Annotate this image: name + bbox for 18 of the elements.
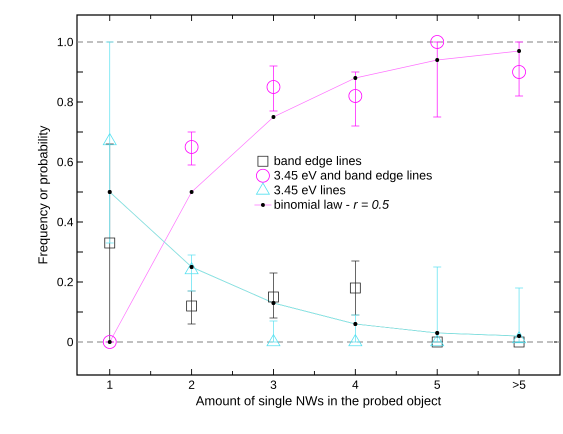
- legend-label: 3.45 eV and band edge lines: [274, 170, 432, 182]
- y-tick-label: 0: [67, 338, 74, 346]
- legend-label: band edge lines: [274, 156, 362, 168]
- x-tick-label: >5: [512, 380, 526, 389]
- x-axis-title: Amount of single NWs in the probed object: [196, 396, 442, 408]
- legend-label: 3.45 eV lines: [274, 185, 346, 194]
- y-tick-label: 0.8: [57, 98, 73, 106]
- y-tick-label: 0.4: [57, 218, 74, 226]
- y-tick-label: 1.0: [58, 38, 74, 46]
- x-tick-label: 5: [434, 380, 440, 389]
- y-axis-title: Frequency or probability: [38, 126, 50, 264]
- x-tick-label: 4: [352, 380, 358, 389]
- y-tick-label: 0.2: [57, 278, 73, 286]
- legend-label: binomial law - r = 0.5: [274, 200, 390, 209]
- x-tick-label: 2: [188, 380, 194, 389]
- y-tick-label: 0.6: [57, 158, 73, 166]
- x-tick-label: 3: [270, 380, 276, 389]
- x-tick-label: 1: [107, 380, 112, 389]
